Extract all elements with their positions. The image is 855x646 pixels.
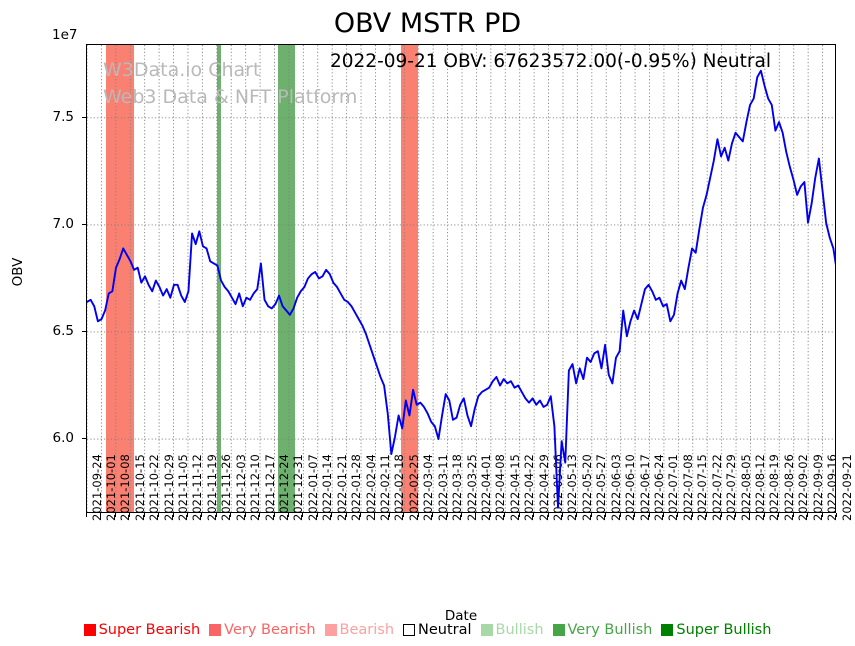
chart-subtitle-annotation: 2022-09-21 OBV: 67623572.00(-0.95%) Neut… (330, 51, 771, 72)
x-tick-mark (129, 513, 131, 517)
y-tick-mark (82, 330, 86, 332)
legend-entry[interactable]: Very Bullish (552, 622, 653, 638)
legend-label: Super Bearish (98, 622, 201, 638)
y-tick-label: 7.0 (52, 215, 74, 232)
x-tick-mark (287, 513, 289, 517)
legend-swatch-icon (324, 624, 337, 636)
highlight-band (277, 45, 296, 512)
x-axis-title: Date (444, 608, 478, 624)
x-tick-mark (792, 513, 794, 517)
x-tick-mark (634, 513, 636, 517)
x-tick-mark (302, 513, 304, 517)
x-tick-mark (403, 513, 405, 517)
legend-entry[interactable]: Neutral (403, 622, 472, 638)
y-tick-mark (82, 438, 86, 440)
plot-area: W3Data.io Chart Web3 Data & NFT Platform (86, 44, 836, 513)
x-tick-mark (518, 513, 520, 517)
x-tick-mark (561, 513, 563, 517)
x-tick-mark (114, 513, 116, 517)
x-tick-mark (230, 513, 232, 517)
x-tick-label: 2022-09-21 (839, 454, 854, 521)
x-tick-mark (345, 513, 347, 517)
legend-swatch-icon (403, 624, 416, 636)
legend-label: Super Bullish (676, 622, 772, 638)
x-tick-mark (388, 513, 390, 517)
x-tick-mark (648, 513, 650, 517)
y-tick-label: 7.5 (52, 108, 74, 125)
x-tick-mark (316, 513, 318, 517)
x-tick-mark (619, 513, 621, 517)
y-tick-label: 6.5 (52, 322, 74, 339)
x-tick-mark (417, 513, 419, 517)
x-tick-mark (735, 513, 737, 517)
highlight-band (106, 45, 135, 512)
x-tick-mark (807, 513, 809, 517)
x-tick-mark (201, 513, 203, 517)
x-tick-mark (374, 513, 376, 517)
x-tick-mark (244, 513, 246, 517)
x-tick-mark (143, 513, 145, 517)
x-tick-mark (259, 513, 261, 517)
x-tick-mark (100, 513, 102, 517)
legend-label: Bearish (339, 622, 395, 638)
y-tick-mark (82, 116, 86, 118)
legend-entry[interactable]: Super Bullish (661, 622, 771, 638)
x-tick-mark (432, 513, 434, 517)
x-tick-mark (172, 513, 174, 517)
x-tick-mark (662, 513, 664, 517)
x-tick-mark (749, 513, 751, 517)
x-tick-mark (360, 513, 362, 517)
chart-legend: Super Bearish Very Bearish Bearish Neutral B… (0, 622, 855, 638)
x-tick-mark (547, 513, 549, 517)
x-tick-mark (691, 513, 693, 517)
x-tick-mark (576, 513, 578, 517)
x-tick-mark (489, 513, 491, 517)
legend-label: Neutral (418, 622, 472, 638)
x-tick-mark (273, 513, 275, 517)
chart-title: OBV MSTR PD (333, 8, 522, 39)
legend-entry[interactable]: Super Bearish (83, 622, 201, 638)
legend-swatch-icon (83, 624, 96, 636)
legend-swatch-icon (552, 624, 565, 636)
legend-swatch-icon (480, 624, 493, 636)
legend-entry[interactable]: Bearish (324, 622, 395, 638)
x-tick-mark (836, 513, 837, 517)
x-tick-mark (590, 513, 592, 517)
x-tick-mark (215, 513, 217, 517)
x-tick-mark (158, 513, 160, 517)
y-axis-offset-label: 1e7 (52, 27, 78, 43)
x-tick-mark (533, 513, 535, 517)
x-tick-mark (821, 513, 823, 517)
x-tick-mark (446, 513, 448, 517)
legend-label: Very Bearish (224, 622, 316, 638)
x-tick-mark (186, 513, 188, 517)
x-tick-mark (504, 513, 506, 517)
x-tick-mark (605, 513, 607, 517)
legend-swatch-icon (661, 624, 674, 636)
y-tick-label: 6.0 (52, 430, 74, 447)
legend-label: Bullish (495, 622, 544, 638)
legend-entry[interactable]: Bullish (480, 622, 544, 638)
legend-swatch-icon (209, 624, 222, 636)
y-axis-title: OBV (10, 257, 26, 287)
x-tick-mark (86, 513, 87, 517)
obv-line-series (87, 69, 835, 509)
x-tick-mark (763, 513, 765, 517)
x-tick-mark (461, 513, 462, 517)
x-tick-mark (778, 513, 780, 517)
x-tick-mark (720, 513, 722, 517)
x-tick-mark (475, 513, 477, 517)
x-tick-mark (331, 513, 333, 517)
legend-entry[interactable]: Very Bearish (209, 622, 316, 638)
x-tick-mark (706, 513, 708, 517)
grid-lines (87, 45, 835, 512)
legend-label: Very Bullish (567, 622, 653, 638)
y-tick-mark (82, 223, 86, 225)
highlight-band (217, 45, 222, 512)
x-tick-mark (677, 513, 679, 517)
